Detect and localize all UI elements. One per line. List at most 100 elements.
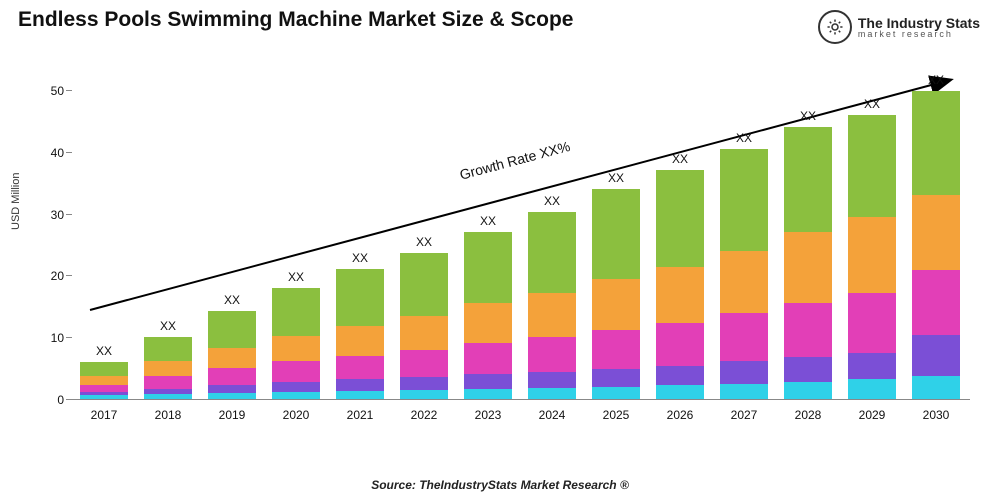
bar-segment — [784, 357, 832, 382]
bar-segment — [592, 387, 640, 399]
bar-segment — [464, 389, 512, 400]
x-tick-label: 2024 — [528, 408, 576, 422]
x-tick-label: 2022 — [400, 408, 448, 422]
bar-segment — [784, 382, 832, 399]
bar-segment — [848, 353, 896, 380]
bars-container: XXXXXXXXXXXXXXXXXXXXXXXXXXXX — [70, 60, 970, 400]
bar-segment — [400, 390, 448, 399]
bar-segment — [656, 170, 704, 267]
bar-stack — [80, 362, 128, 399]
bar-segment — [272, 361, 320, 381]
bar-segment — [528, 212, 576, 292]
bar-segment — [912, 335, 960, 375]
bar-segment — [848, 115, 896, 217]
x-tick-label: 2025 — [592, 408, 640, 422]
bar-segment — [144, 376, 192, 388]
y-axis-label: USD Million — [10, 173, 22, 230]
bar-stack — [784, 127, 832, 399]
y-tick-label: 50 — [51, 84, 64, 98]
bar-segment — [528, 293, 576, 338]
x-tick-label: 2020 — [272, 408, 320, 422]
bar-segment — [592, 330, 640, 369]
bar-stack — [528, 212, 576, 399]
y-tick-label: 30 — [51, 208, 64, 222]
bar-segment — [336, 391, 384, 399]
bar-top-label: XX — [416, 235, 432, 249]
bar-segment — [400, 316, 448, 350]
bar-segment — [528, 388, 576, 399]
bar-segment — [80, 385, 128, 392]
y-tick-label: 10 — [51, 331, 64, 345]
bar-group: XX — [720, 131, 768, 399]
bar-segment — [144, 394, 192, 399]
bar-stack — [400, 253, 448, 399]
bar-group: XX — [208, 293, 256, 399]
logo-text: The Industry Stats market research — [858, 16, 980, 39]
bar-group: XX — [848, 97, 896, 399]
bar-stack — [912, 91, 960, 399]
bar-segment — [912, 270, 960, 336]
bar-segment — [144, 361, 192, 376]
x-tick-label: 2017 — [80, 408, 128, 422]
bar-top-label: XX — [864, 97, 880, 111]
bar-group: XX — [528, 194, 576, 399]
bar-top-label: XX — [480, 214, 496, 228]
bar-segment — [592, 189, 640, 279]
bar-group: XX — [272, 270, 320, 399]
x-tick-label: 2027 — [720, 408, 768, 422]
bar-group: XX — [144, 319, 192, 399]
bar-segment — [144, 337, 192, 361]
x-tick-label: 2018 — [144, 408, 192, 422]
logo-main: The Industry Stats — [858, 16, 980, 30]
bar-top-label: XX — [672, 152, 688, 166]
bar-stack — [208, 311, 256, 399]
x-tick-label: 2028 — [784, 408, 832, 422]
gear-icon — [818, 10, 852, 44]
bar-segment — [208, 393, 256, 399]
bar-segment — [528, 337, 576, 372]
bar-segment — [464, 232, 512, 303]
bar-segment — [784, 127, 832, 231]
bar-stack — [656, 170, 704, 399]
bar-segment — [272, 382, 320, 392]
bar-top-label: XX — [736, 131, 752, 145]
chart-area: 01020304050 Growth Rate XX% XXXXXXXXXXXX… — [70, 60, 970, 440]
x-tick-label: 2023 — [464, 408, 512, 422]
brand-logo: The Industry Stats market research — [818, 10, 980, 44]
bar-segment — [400, 253, 448, 316]
source-caption: Source: TheIndustryStats Market Research… — [0, 478, 1000, 492]
bar-stack — [848, 115, 896, 399]
bar-segment — [656, 323, 704, 366]
bar-segment — [592, 369, 640, 387]
chart-title: Endless Pools Swimming Machine Market Si… — [18, 8, 574, 32]
bar-segment — [208, 348, 256, 368]
x-tick-label: 2021 — [336, 408, 384, 422]
bar-segment — [848, 379, 896, 399]
y-tick-label: 20 — [51, 269, 64, 283]
bar-segment — [272, 336, 320, 361]
bar-segment — [208, 385, 256, 392]
y-ticks: 01020304050 — [30, 60, 70, 400]
bar-segment — [400, 350, 448, 377]
y-tick-label: 40 — [51, 146, 64, 160]
bar-top-label: XX — [608, 171, 624, 185]
bar-segment — [336, 269, 384, 326]
bar-group: XX — [464, 214, 512, 399]
bar-stack — [272, 288, 320, 399]
x-axis-labels: 2017201820192020202120222023202420252026… — [70, 408, 970, 422]
x-tick-label: 2030 — [912, 408, 960, 422]
bar-segment — [528, 372, 576, 388]
bar-segment — [912, 195, 960, 270]
bar-segment — [80, 395, 128, 399]
bar-segment — [720, 149, 768, 252]
bar-segment — [464, 374, 512, 389]
bar-segment — [336, 356, 384, 379]
bar-segment — [208, 311, 256, 348]
bar-segment — [784, 232, 832, 304]
bar-segment — [720, 313, 768, 361]
bar-stack — [720, 149, 768, 399]
bar-segment — [656, 267, 704, 323]
bar-group: XX — [336, 251, 384, 399]
bar-segment — [336, 379, 384, 391]
bar-group: XX — [656, 152, 704, 399]
